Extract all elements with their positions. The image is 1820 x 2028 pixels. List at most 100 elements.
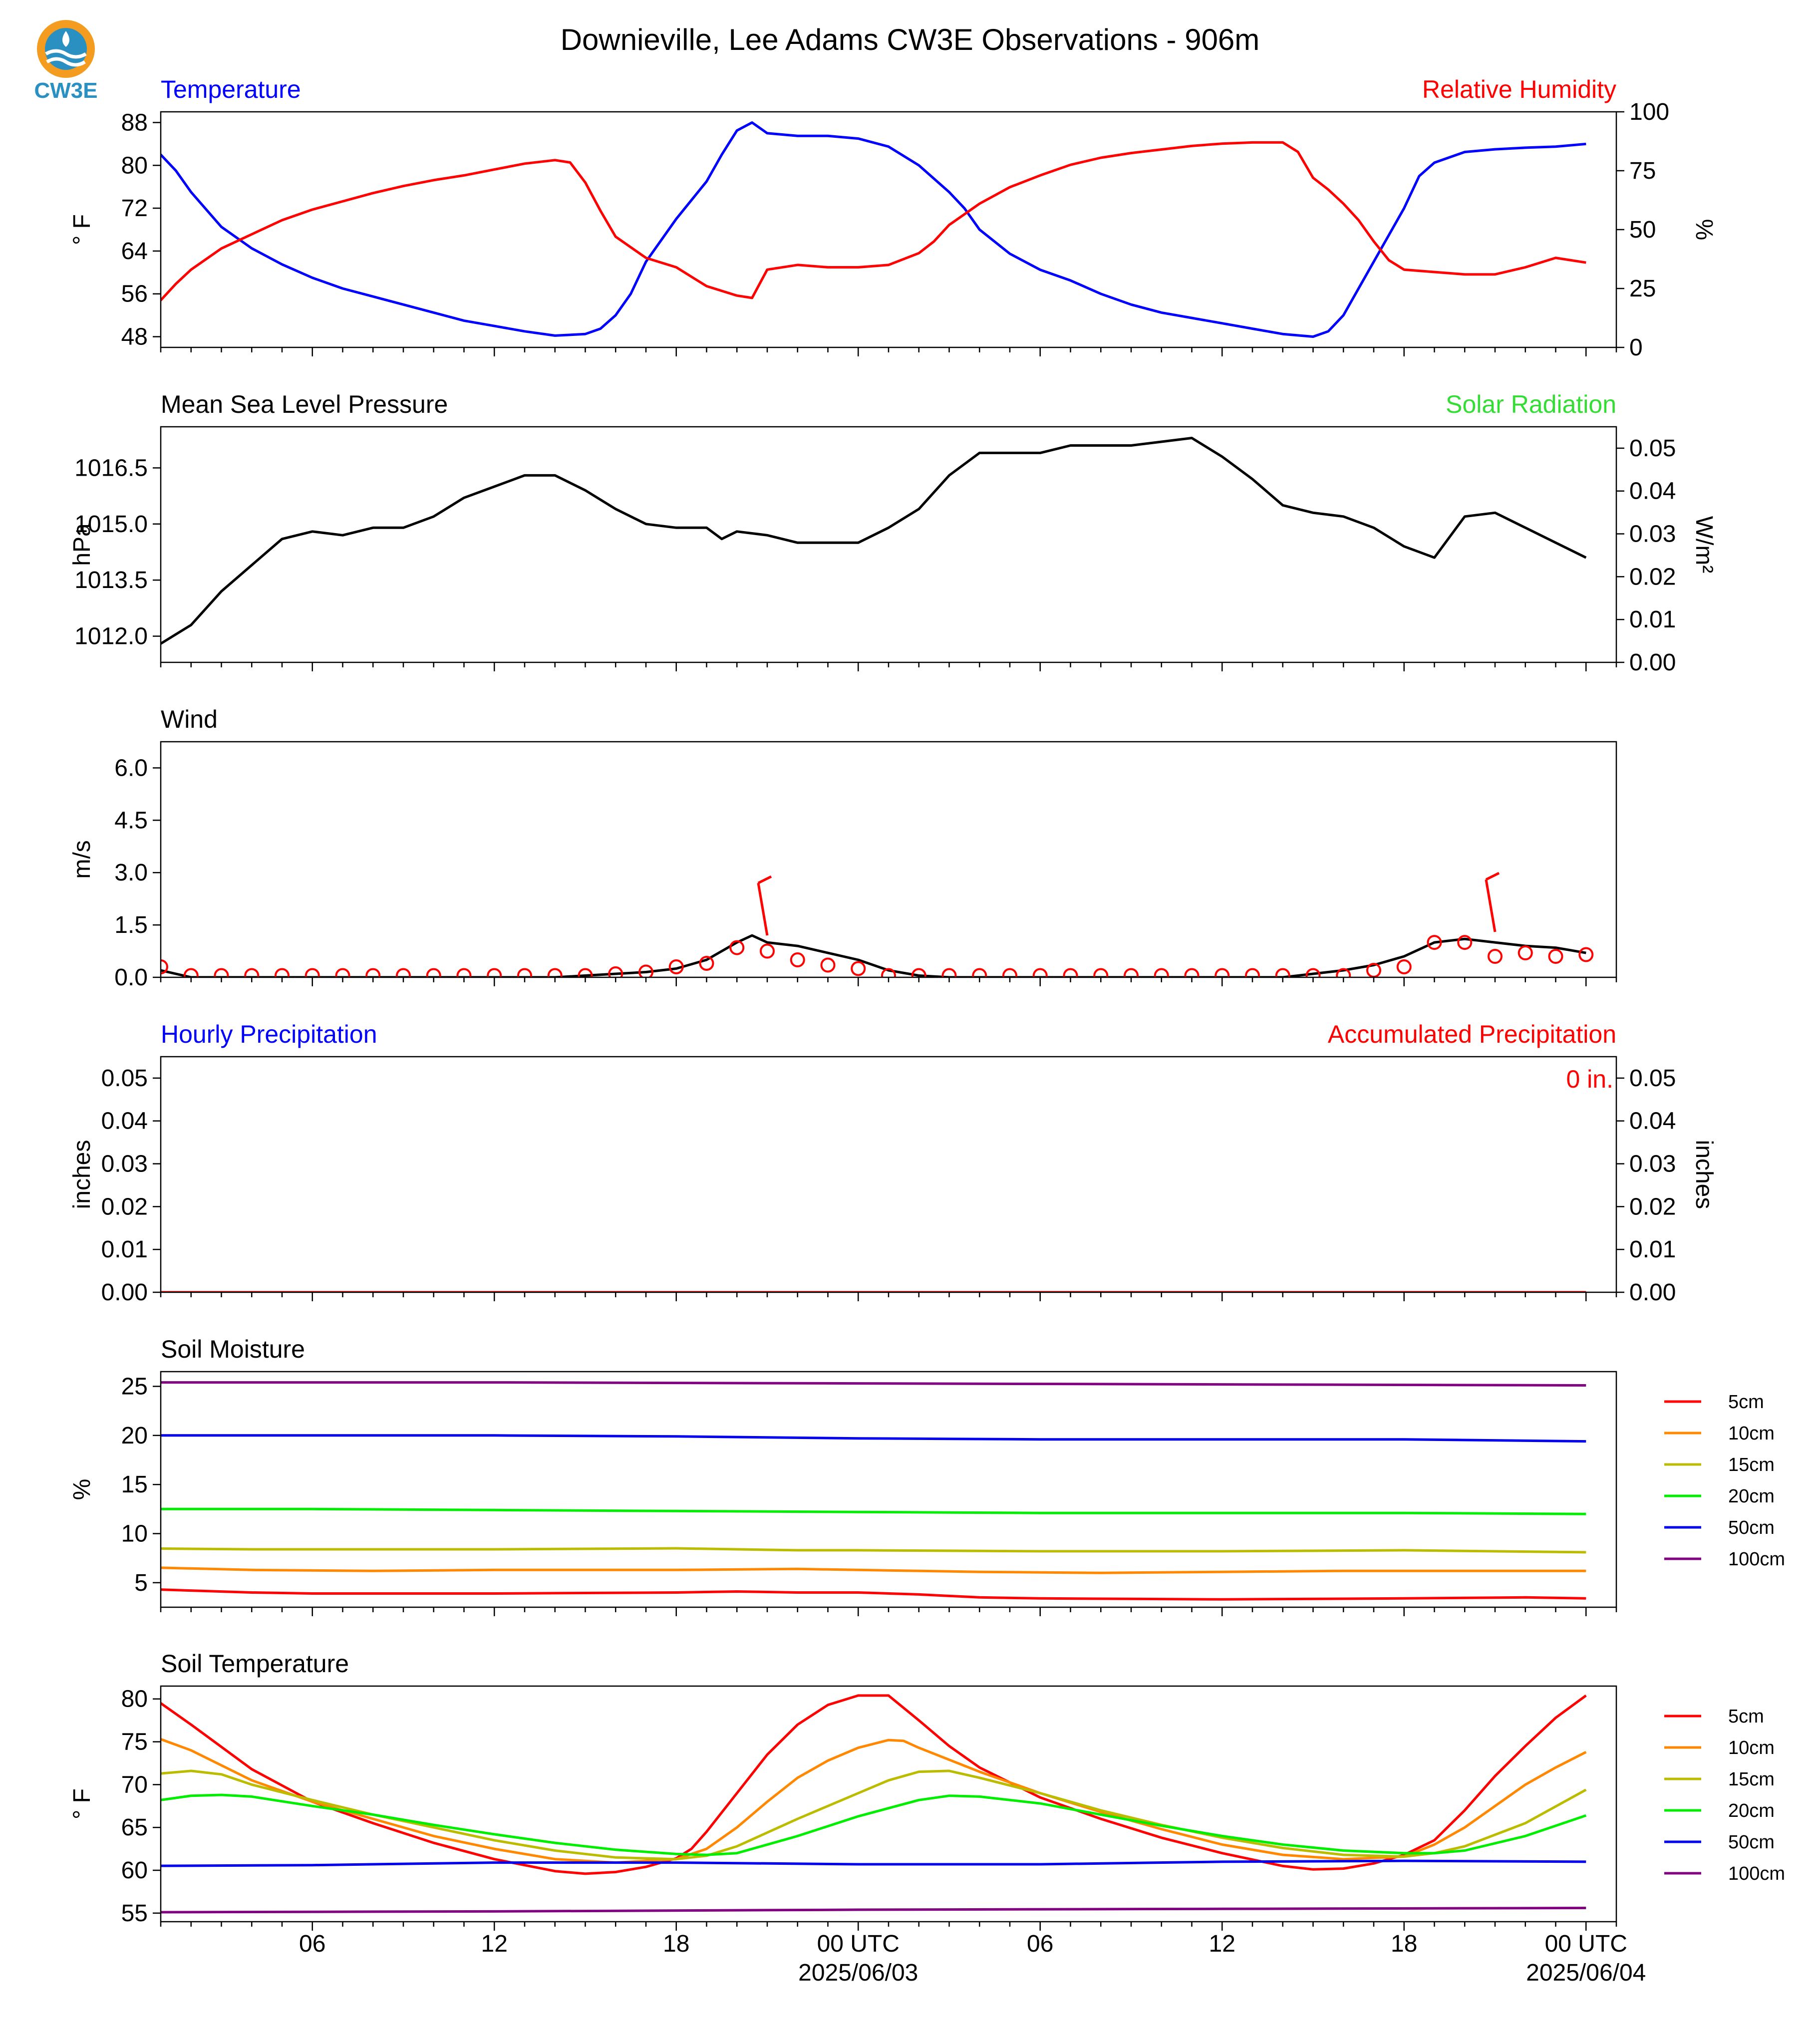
hourly-mean-marker [760,943,775,959]
hourly-mean-marker [1275,968,1290,977]
panel-title-left: Soil Temperature [161,1650,349,1678]
y-axis-label: % [69,1479,95,1500]
hourly-mean-marker [729,940,745,955]
hourly-mean-marker [487,968,502,977]
panel-title-left: Soil Moisture [161,1335,305,1363]
hourly-mean-marker [244,968,260,977]
y-tick-label: 20 [121,1423,148,1449]
y-tick-label: 55 [121,1900,148,1927]
hourly-mean-marker [851,961,866,976]
panel-soil_temp: Soil Temperature 55 60 65 70 75 80 ° F 5cm 10cm 15… [69,1650,1785,1931]
hourly-mean-marker [972,968,987,977]
panel-title-right: Relative Humidity [1422,75,1616,103]
y2-tick-label: 25 [1629,276,1656,302]
y2-axis-label: inches [1691,1140,1717,1209]
y2-tick-label: 0.04 [1629,478,1676,505]
hourly-mean-marker [608,966,623,977]
panel-temp_rh: Temperature Relative Humidity 48 56 64 72 80 88… [69,75,1717,361]
wind-barb [1485,879,1497,932]
hourly-mean-marker [790,952,805,968]
x-tick-label: 00 UTC [817,1931,900,1957]
y-tick-label: 56 [121,281,148,307]
series-line-0 [161,1694,1587,1875]
panel-title-right: Solar Radiation [1446,390,1616,418]
series-line-2 [161,1547,1586,1554]
hourly-mean-marker [275,968,290,977]
x-tick-label: 12 [1209,1931,1235,1957]
legend-label: 50cm [1728,1832,1775,1853]
series-line-4 [161,1859,1586,1867]
y-tick-label: 1.5 [114,912,148,938]
hourly-mean-marker [1305,968,1321,977]
x-tick-label: 00 UTC [1545,1931,1627,1957]
x-axis-labels: 06 12 18 00 UTC 06 12 18 00 UTC 2025/06/03 2025/0… [299,1931,1646,1986]
y2-tick-label: 0.01 [1629,606,1676,633]
chart-title: Downieville, Lee Adams CW3E Observations… [561,23,1260,56]
y-tick-label: 70 [121,1771,148,1798]
y-tick-label: 75 [121,1729,148,1755]
y-tick-label: 25 [121,1374,148,1400]
hourly-mean-marker [1124,968,1139,977]
x-tick-label: 12 [481,1931,508,1957]
y-tick-label: 10 [121,1521,148,1547]
hourly-mean-marker [1093,968,1109,977]
y2-tick-label: 0.00 [1629,649,1676,676]
logo-drop-icon [62,31,69,47]
y-tick-label: 65 [121,1814,148,1841]
plot-frame [160,741,1617,978]
wind-barb-flag [757,875,772,884]
hourly-mean-marker [1002,968,1017,977]
hourly-mean-marker [1154,968,1169,977]
hourly-mean-marker [335,968,350,977]
y2-tick-label: 0.05 [1629,1065,1676,1092]
y-axis-label: ° F [69,214,95,245]
y-tick-label: 80 [121,1686,148,1713]
y2-tick-label: 100 [1629,99,1669,125]
y-tick-label: 3.0 [114,860,148,886]
series-line-3 [161,1507,1586,1515]
hourly-mean-marker [941,968,957,977]
x-tick-label: 06 [1027,1931,1053,1957]
precip-total-label: 0 in. [1566,1065,1613,1093]
y2-tick-label: 0.03 [1629,521,1676,548]
plot-frame [160,1371,1617,1608]
wind-barb-flag [1485,871,1500,881]
y2-axis-label: % [1691,219,1717,241]
hourly-mean-marker [638,964,653,977]
hourly-mean-marker [1578,947,1594,962]
series-group [161,437,1587,645]
series-line-5 [161,1907,1586,1914]
panel-precip: Hourly Precipitation Accumulated Precipit… [69,1020,1717,1306]
y-axis-label: inches [69,1140,95,1209]
series-line-1 [161,1566,1586,1574]
series-line-0 [161,121,1586,338]
plot-frame [160,1685,1617,1923]
hourly-mean-marker [365,968,381,977]
legend-label: 15cm [1728,1769,1775,1790]
y2-tick-label: 0.02 [1629,1193,1676,1220]
series-group [161,1694,1587,1914]
panel-title-left: Wind [161,705,218,733]
legend-label: 100cm [1728,1863,1785,1884]
y-tick-label: 0.0 [114,964,148,991]
panel-pressure: Mean Sea Level Pressure Solar Radiation 10… [69,390,1717,676]
y2-axis-label: W/m² [1691,516,1717,574]
y-tick-label: 64 [121,238,148,265]
hourly-mean-marker [304,968,320,977]
hourly-mean-marker [1517,945,1533,961]
panel-wind: Wind 0.0 1.5 3.0 4.5 6.0 m/s [69,705,1617,991]
plot-frame [160,111,1617,348]
hourly-mean-marker [578,968,593,977]
series-group [161,871,1594,977]
legend-label: 20cm [1728,1486,1775,1507]
y2-tick-label: 75 [1629,158,1656,184]
hourly-mean-marker [881,968,896,977]
y2-tick-label: 0.00 [1629,1279,1676,1306]
y2-tick-label: 0.03 [1629,1151,1676,1177]
hourly-mean-marker [820,957,836,973]
y-tick-label: 1012.0 [74,623,148,650]
legend-label: 10cm [1728,1423,1775,1444]
hourly-mean-marker [161,959,168,975]
y-tick-label: 6.0 [114,755,148,781]
